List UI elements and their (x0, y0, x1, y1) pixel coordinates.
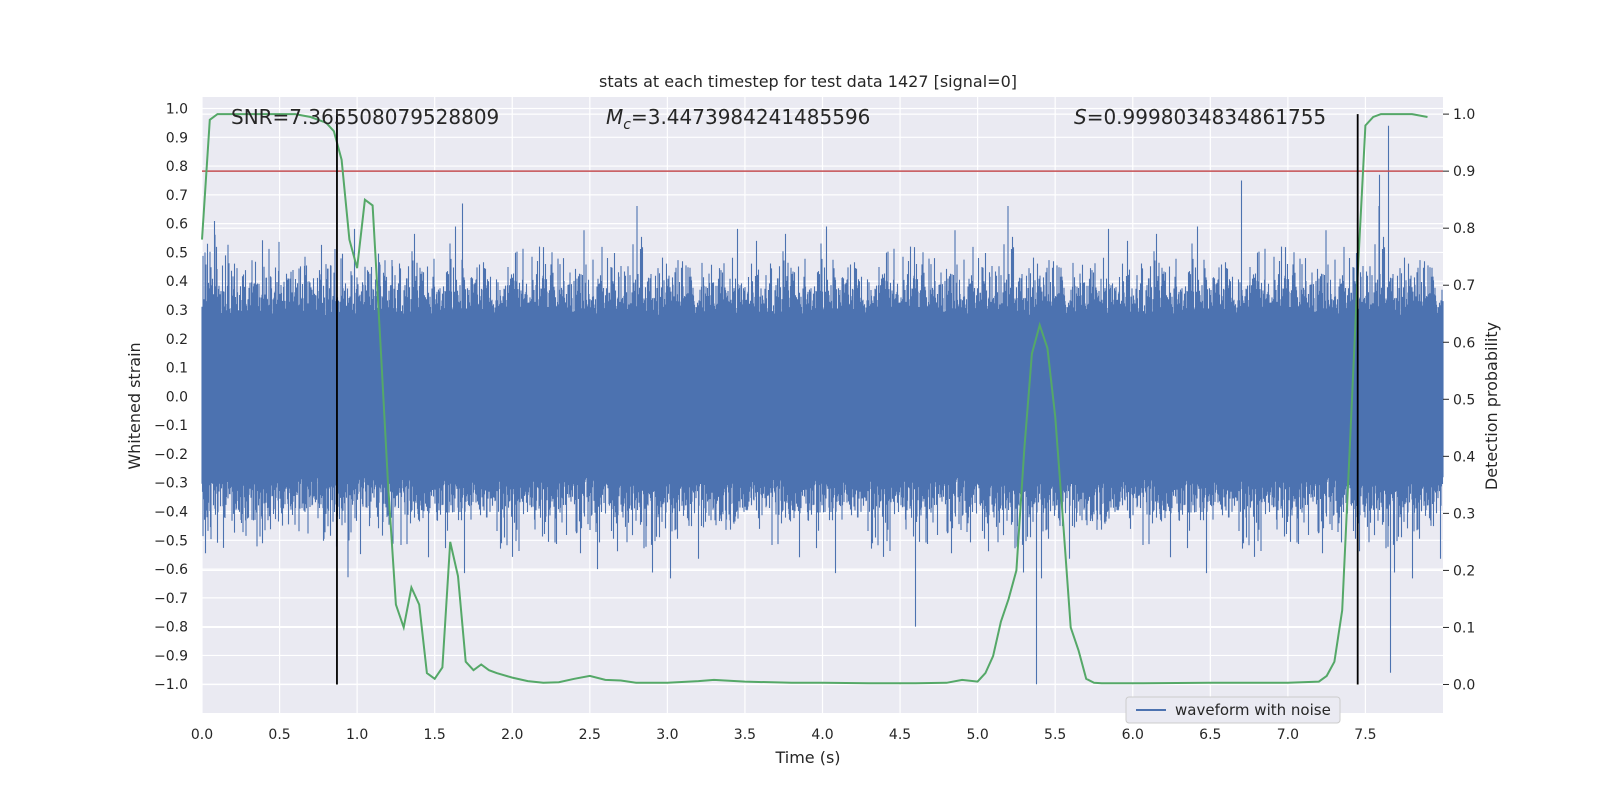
x-tick-label: 0.0 (191, 727, 213, 743)
x-tick-label: 1.0 (346, 727, 368, 743)
waveform-trace (201, 125, 1444, 685)
right-tick-label: 0.6 (1453, 335, 1475, 351)
right-tick-label: 0.9 (1453, 164, 1475, 180)
x-tick-label: 5.5 (1044, 727, 1066, 743)
probability-series-group (201, 113, 1428, 685)
legend: waveform with noise (1125, 696, 1341, 724)
left-tick-label: 0.6 (166, 217, 188, 233)
x-tick-label: 0.5 (268, 727, 290, 743)
left-axis-label: Whitened strain (125, 342, 144, 469)
left-tick-label: 0.5 (166, 245, 188, 261)
x-tick-label: 4.5 (889, 727, 911, 743)
right-tick-label: 1.0 (1453, 107, 1475, 123)
left-tick-label: 1.0 (166, 102, 188, 118)
left-tick-label: −0.8 (154, 620, 188, 636)
x-tick-label: 7.5 (1354, 727, 1376, 743)
x-tick-label: 3.5 (734, 727, 756, 743)
legend-box (1125, 696, 1341, 724)
x-axis-label: Time (s) (774, 748, 840, 767)
left-tick-label: −0.3 (154, 476, 188, 492)
right-tick-label: 0.0 (1453, 677, 1475, 693)
left-tick-label: −0.1 (154, 418, 188, 434)
chirp-mass-annotation: Mc=3.4473984241485596 (606, 105, 870, 133)
right-tick-label: 0.5 (1453, 392, 1475, 408)
vertical-markers (336, 114, 1359, 685)
x-tick-label: 4.0 (811, 727, 833, 743)
x-tick-label: 2.5 (579, 727, 601, 743)
left-tick-label: −0.7 (154, 591, 188, 607)
left-tick-label: 0.9 (166, 130, 188, 146)
x-tick-label: 1.5 (424, 727, 446, 743)
right-tick-label: 0.8 (1453, 221, 1475, 237)
right-tick-label: 0.2 (1453, 563, 1475, 579)
right-tick-label: 0.3 (1453, 506, 1475, 522)
right-axis-label: Detection probability (1482, 322, 1501, 490)
probability-line (201, 113, 1428, 685)
left-axis-ticks: 1.0 0.9 0.8 0.7 0.6 0.5 0.4 0.3 0.2 0.1 0.0 −0.1 −0.… (154, 102, 188, 694)
left-tick-label: 0.8 (166, 159, 188, 175)
x-tick-label: 7.0 (1277, 727, 1299, 743)
x-tick-label: 3.0 (656, 727, 678, 743)
snr-annotation: SNR=7.365508079528809 (231, 105, 499, 129)
right-tick-label: 0.7 (1453, 278, 1475, 294)
x-tick-label: 2.0 (501, 727, 523, 743)
x-tick-label: 6.0 (1122, 727, 1144, 743)
stat-annotation: S=0.9998034834861755 (1074, 105, 1326, 129)
left-tick-label: −0.4 (154, 505, 188, 521)
x-axis-ticks: 0.0 0.5 1.0 1.5 2.0 2.5 3.0 3.5 4.0 4.5 5.0 5.5 6.0 6… (191, 727, 1377, 743)
waveform-series (201, 125, 1444, 685)
legend-label-waveform: waveform with noise (1175, 701, 1331, 719)
x-tick-label: 6.5 (1199, 727, 1221, 743)
x-tick-label: 5.0 (966, 727, 988, 743)
chirp-mass-value: =3.4473984241485596 (631, 105, 870, 129)
right-axis-ticks: 1.0 0.9 0.8 0.7 0.6 0.5 0.4 0.3 0.2 0.1 0.0 (1443, 107, 1475, 693)
chirp-mass-symbol: M (606, 105, 623, 129)
left-tick-label: 0.4 (166, 274, 188, 290)
stat-symbol: S (1074, 105, 1087, 129)
left-tick-label: −0.5 (154, 533, 188, 549)
left-tick-label: 0.2 (166, 332, 188, 348)
stat-value: =0.9998034834861755 (1087, 105, 1326, 129)
left-tick-label: 0.1 (166, 361, 188, 377)
left-tick-label: −0.2 (154, 447, 188, 463)
left-tick-label: 0.7 (166, 188, 188, 204)
left-tick-label: −0.9 (154, 648, 188, 664)
plot-content (201, 113, 1444, 685)
chart-title: stats at each timestep for test data 142… (599, 72, 1017, 91)
right-tick-label: 0.1 (1453, 620, 1475, 636)
left-tick-label: −1.0 (154, 677, 188, 693)
left-tick-label: −0.6 (154, 562, 188, 578)
left-tick-label: 0.3 (166, 303, 188, 319)
left-tick-label: 0.0 (166, 389, 188, 405)
chirp-mass-subscript: c (623, 117, 631, 133)
right-tick-label: 0.4 (1453, 449, 1475, 465)
